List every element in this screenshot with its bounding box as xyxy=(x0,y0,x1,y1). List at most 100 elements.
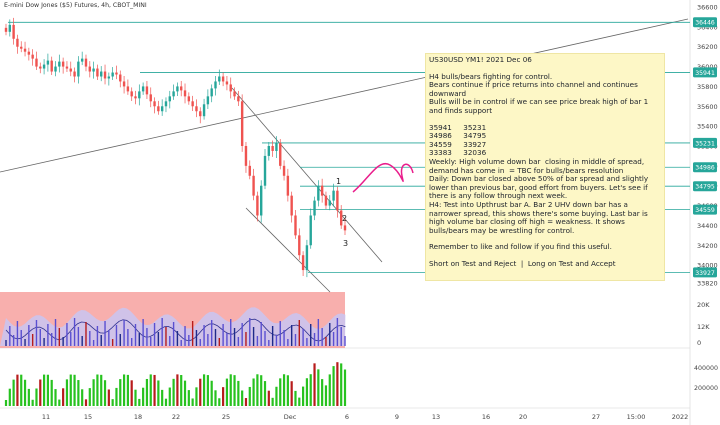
indicator-1-bar xyxy=(104,321,106,346)
indicator-1-bar xyxy=(329,323,331,346)
note-line xyxy=(429,276,661,280)
volume-bar xyxy=(138,398,141,406)
time-tick-label: 13 xyxy=(432,413,440,421)
indicator-1-bar xyxy=(310,324,312,346)
indicator-1-bar xyxy=(313,333,316,346)
indicator-1-bar xyxy=(188,335,190,346)
candle-body xyxy=(157,106,160,112)
candle-body xyxy=(309,215,312,246)
candle-body xyxy=(225,81,229,85)
volume-bar xyxy=(88,388,91,406)
volume-bar xyxy=(199,378,202,406)
volume-bar xyxy=(290,381,293,406)
candle-body xyxy=(301,255,305,271)
volume-bar xyxy=(35,388,38,406)
indicator-1-bar xyxy=(153,323,156,346)
volume-bar xyxy=(271,397,274,406)
time-tick-label: 25 xyxy=(222,413,230,421)
indicator-1-bar xyxy=(283,330,285,346)
indicator-1-bar xyxy=(31,334,34,346)
indicator-1-bar xyxy=(306,338,308,346)
candle-body xyxy=(324,195,328,206)
volume-bar xyxy=(263,381,267,406)
candle-body xyxy=(80,58,84,62)
volume-bar xyxy=(309,374,312,406)
candle-body xyxy=(195,106,198,112)
note-body: H4 bulls/bears fighting for control. Bear… xyxy=(429,65,661,280)
candle-body xyxy=(279,143,282,166)
volume-bar xyxy=(313,363,316,406)
volume-bar xyxy=(336,362,339,406)
candle-body xyxy=(77,61,80,77)
indicator-1-bar xyxy=(245,332,247,346)
volume-bar xyxy=(81,389,84,406)
volume-bar xyxy=(153,374,156,406)
candle-body xyxy=(214,81,217,89)
indicator-1-bar xyxy=(210,320,213,346)
indicator-1-bar xyxy=(287,339,289,346)
indicator-1-bar xyxy=(279,321,281,346)
indicator-1-bar xyxy=(180,340,182,346)
indicator-1-bar xyxy=(127,329,129,346)
indicator-1-bar xyxy=(150,337,152,346)
volume-bar xyxy=(324,385,328,406)
candle-body xyxy=(237,96,240,102)
analysis-note[interactable]: US30USD YM1! 2021 Dec 06 H4 bulls/bears … xyxy=(425,53,665,281)
volume-bar xyxy=(50,379,53,406)
volume-bar xyxy=(244,398,248,406)
candle-body xyxy=(100,71,103,77)
indicator-1-bar xyxy=(344,336,346,346)
volume-bar xyxy=(84,399,88,406)
candle-body xyxy=(111,72,114,77)
candle-body xyxy=(290,195,293,216)
indicator-1-bar xyxy=(268,340,270,346)
note-line: 34986 34795 xyxy=(429,131,487,141)
volume-bar xyxy=(233,375,236,406)
indicator-1-bar xyxy=(165,327,167,346)
note-line: 34559 33927 xyxy=(429,139,487,149)
volume-bar xyxy=(20,374,23,406)
indicator-1-bar xyxy=(89,331,91,346)
volume-bar xyxy=(126,374,129,406)
volume-bar xyxy=(195,387,198,406)
volume-bar xyxy=(168,387,171,406)
candle-body xyxy=(88,66,91,72)
volume-bar xyxy=(4,400,8,406)
volume-bar xyxy=(42,374,46,406)
candle-body xyxy=(260,185,263,216)
indicator-1-bar xyxy=(290,325,293,346)
candle-body xyxy=(153,101,156,107)
volume-bar xyxy=(214,390,217,406)
volume-bars xyxy=(4,362,347,406)
volume-bar xyxy=(225,378,229,406)
volume-bar xyxy=(58,399,61,406)
volume-bar xyxy=(241,390,244,406)
price-tick-label: 34200 xyxy=(697,242,718,250)
volume-bar xyxy=(16,374,19,406)
indicator-1-bar xyxy=(260,322,262,346)
indicator-1-bar xyxy=(230,319,232,346)
indicator-1-bar xyxy=(47,324,49,346)
volume-bar xyxy=(176,374,179,406)
volume-bar xyxy=(321,379,324,406)
candle-body xyxy=(313,200,316,216)
indicator-1-bar xyxy=(20,330,22,346)
indicator-1-bar xyxy=(77,327,80,346)
candle-body xyxy=(130,91,133,97)
candle-body xyxy=(187,96,191,102)
price-tick-label: 34400 xyxy=(697,222,718,230)
price-tick-label: 35400 xyxy=(697,123,718,131)
price-tick-label: 35600 xyxy=(697,103,718,111)
candle-body xyxy=(294,215,297,236)
candle-body xyxy=(305,245,309,271)
volume-bar xyxy=(294,390,297,406)
note-line: Remember to like and follow if you find … xyxy=(429,242,612,252)
candle-body xyxy=(164,101,168,107)
volume-bar xyxy=(340,363,343,406)
candle-body xyxy=(20,46,23,49)
price-tag-label: 34795 xyxy=(695,183,715,191)
candle-body xyxy=(92,68,95,72)
indicator-1-bar xyxy=(66,323,68,346)
note-line xyxy=(429,268,661,276)
volume-bar xyxy=(115,387,118,406)
